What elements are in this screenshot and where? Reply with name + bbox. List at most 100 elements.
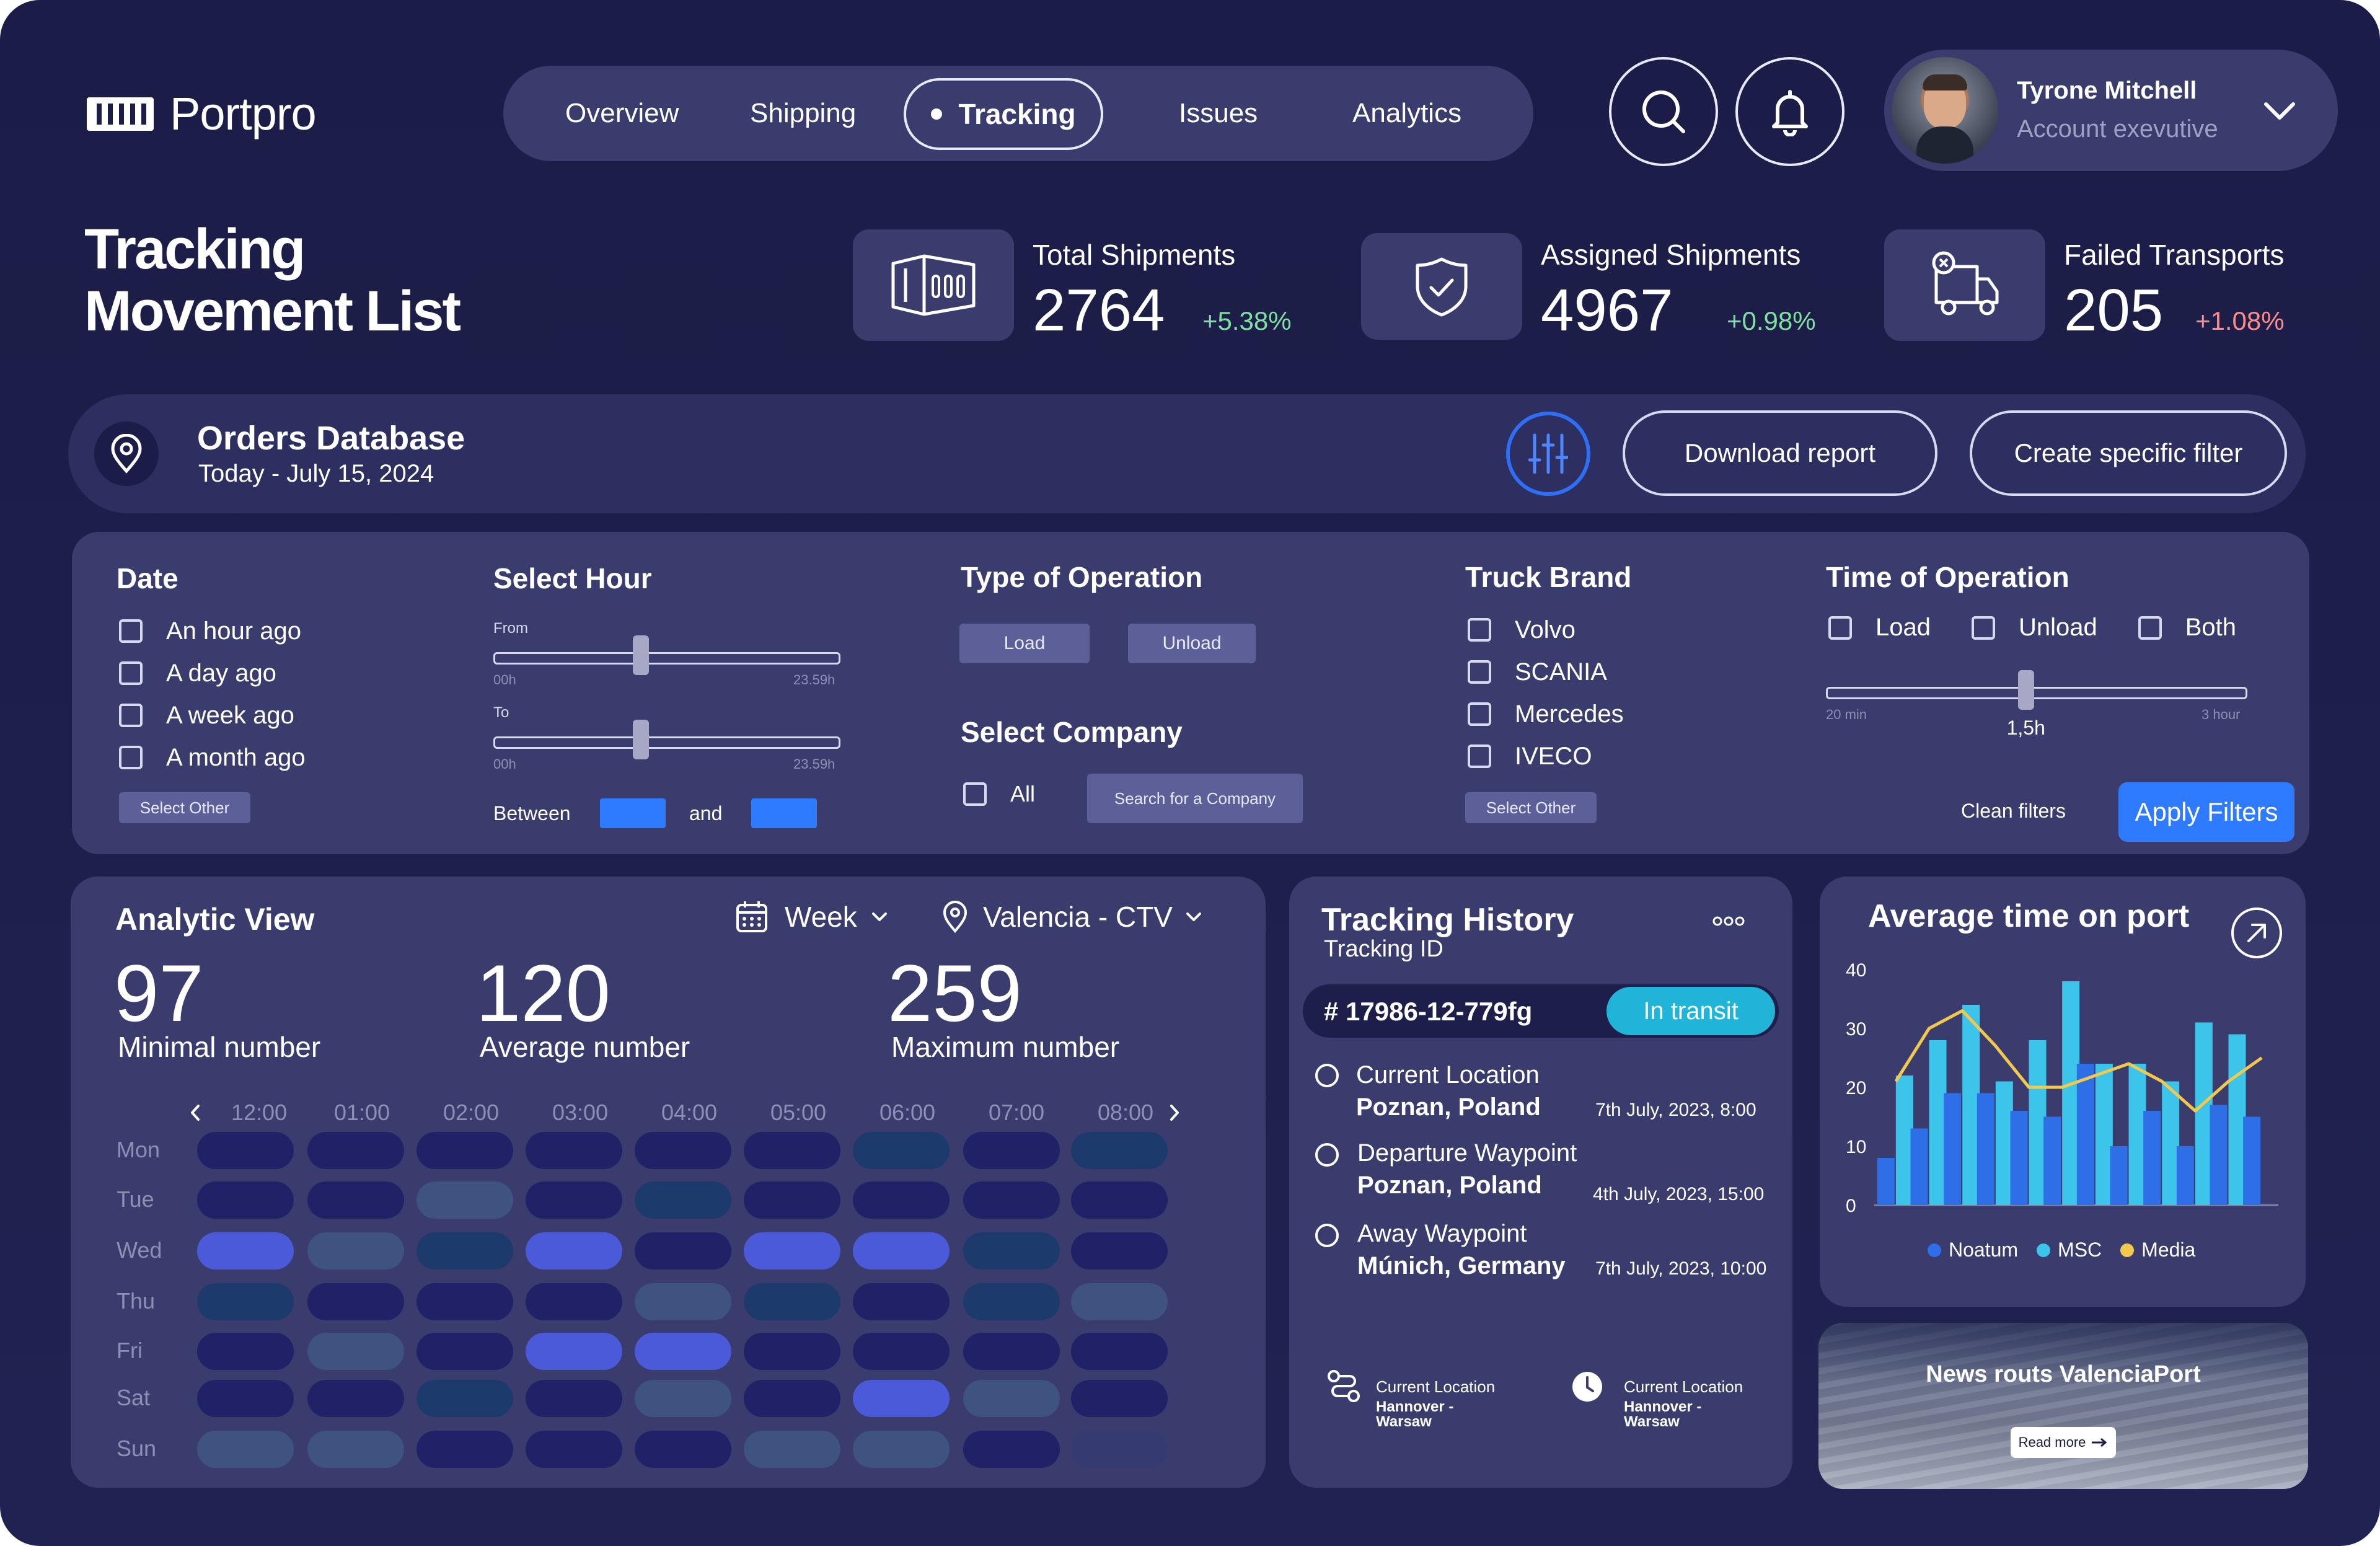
heatmap-cell[interactable] — [526, 1333, 622, 1370]
chevron-down-icon[interactable] — [2262, 100, 2297, 121]
heatmap-cell[interactable] — [416, 1132, 513, 1169]
search-button[interactable] — [1609, 57, 1718, 166]
heatmap-cell[interactable] — [197, 1132, 294, 1169]
bar-noatum[interactable] — [2243, 1116, 2261, 1206]
heatmap-cell[interactable] — [526, 1132, 622, 1169]
tab-issues[interactable]: Issues — [1179, 98, 1258, 128]
heatmap-cell[interactable] — [963, 1232, 1060, 1270]
heatmap-cell[interactable] — [853, 1380, 950, 1417]
heatmap-cell[interactable] — [416, 1333, 513, 1370]
heatmap-cell[interactable] — [635, 1380, 731, 1417]
heatmap-cell[interactable] — [744, 1232, 840, 1270]
filter-settings-button[interactable] — [1506, 412, 1590, 496]
heatmap-cell[interactable] — [526, 1380, 622, 1417]
heatmap-cell[interactable] — [197, 1333, 294, 1370]
download-report-button[interactable]: Download report — [1623, 410, 1937, 496]
heatmap-cell[interactable] — [635, 1333, 731, 1370]
checkbox[interactable] — [963, 782, 987, 806]
checkbox[interactable] — [119, 661, 143, 685]
checkbox[interactable] — [119, 704, 143, 727]
bar-msc[interactable] — [2162, 1081, 2180, 1206]
truck-option[interactable]: Volvo — [1468, 609, 1624, 651]
bar-msc[interactable] — [1895, 1076, 1913, 1205]
checkbox[interactable] — [2138, 616, 2162, 640]
slider-thumb[interactable] — [633, 720, 650, 759]
bar-msc[interactable] — [2062, 981, 2080, 1205]
bar-msc[interactable] — [2095, 1064, 2113, 1205]
checkbox[interactable] — [1468, 744, 1491, 768]
heatmap-cell[interactable] — [1071, 1132, 1168, 1169]
heatmap-cell[interactable] — [744, 1380, 840, 1417]
checkbox[interactable] — [1468, 702, 1491, 726]
create-filter-button[interactable]: Create specific filter — [1970, 410, 2287, 496]
tab-shipping[interactable]: Shipping — [750, 98, 857, 128]
heatmap-cell[interactable] — [853, 1333, 950, 1370]
heatmap-cell[interactable] — [1071, 1431, 1168, 1468]
bar-msc[interactable] — [2228, 1034, 2246, 1206]
hour-from-slider[interactable] — [493, 635, 840, 675]
heatmap-cell[interactable] — [526, 1283, 622, 1320]
heatmap-cell[interactable] — [307, 1380, 404, 1417]
heatmap-cell[interactable] — [853, 1232, 950, 1270]
bar-msc[interactable] — [1929, 1040, 1947, 1205]
chevron-right-icon[interactable] — [1168, 1102, 1181, 1123]
heatmap-cell[interactable] — [307, 1232, 404, 1270]
news-card[interactable]: News routs ValenciaPort Read more — [1818, 1323, 2308, 1489]
date-option[interactable]: A month ago — [119, 736, 306, 779]
bar-msc[interactable] — [2128, 1064, 2146, 1205]
chevron-left-icon[interactable] — [188, 1102, 202, 1123]
truck-select-other-button[interactable]: Select Other — [1465, 792, 1597, 823]
heatmap-cell[interactable] — [416, 1182, 513, 1219]
heatmap-cell[interactable] — [1071, 1232, 1168, 1270]
truck-option[interactable]: Mercedes — [1468, 693, 1624, 735]
heatmap-cell[interactable] — [1071, 1333, 1168, 1370]
expand-chart-button[interactable] — [2231, 908, 2282, 958]
truck-option[interactable]: IVECO — [1468, 735, 1624, 777]
heatmap-cell[interactable] — [197, 1182, 294, 1219]
date-select-other-button[interactable]: Select Other — [119, 792, 250, 823]
heatmap-cell[interactable] — [963, 1283, 1060, 1320]
heatmap-cell[interactable] — [307, 1333, 404, 1370]
heatmap-cell[interactable] — [416, 1232, 513, 1270]
heatmap-cell[interactable] — [744, 1333, 840, 1370]
bar-noatum[interactable] — [1877, 1158, 1895, 1205]
brand-logo[interactable]: Portpro — [84, 88, 317, 139]
heatmap-cell[interactable] — [1071, 1283, 1168, 1320]
heatmap-cell[interactable] — [307, 1182, 404, 1219]
checkbox[interactable] — [1971, 616, 1995, 640]
tab-analytics[interactable]: Analytics — [1352, 98, 1462, 128]
bar-noatum[interactable] — [1910, 1128, 1928, 1206]
time-slider[interactable] — [1826, 670, 2247, 710]
company-search-input[interactable]: Search for a Company — [1087, 774, 1303, 823]
date-option[interactable]: A day ago — [119, 652, 306, 694]
heatmap-cell[interactable] — [526, 1182, 622, 1219]
heatmap-cell[interactable] — [416, 1431, 513, 1468]
checkbox[interactable] — [1468, 618, 1491, 642]
date-option[interactable]: An hour ago — [119, 610, 306, 652]
heatmap-cell[interactable] — [526, 1431, 622, 1468]
between-start-input[interactable] — [600, 798, 666, 828]
bar-noatum[interactable] — [2043, 1116, 2061, 1206]
heatmap-cell[interactable] — [744, 1182, 840, 1219]
location-dropdown[interactable]: Valencia - CTV — [942, 900, 1202, 934]
bar-noatum[interactable] — [2176, 1146, 2194, 1205]
heatmap-cell[interactable] — [853, 1283, 950, 1320]
heatmap-cell[interactable] — [963, 1182, 1060, 1219]
bar-noatum[interactable] — [1977, 1093, 1994, 1206]
tab-overview[interactable]: Overview — [565, 98, 679, 128]
heatmap-cell[interactable] — [1071, 1182, 1168, 1219]
notifications-button[interactable] — [1735, 57, 1844, 166]
bar-msc[interactable] — [2029, 1040, 2047, 1205]
heatmap-cell[interactable] — [416, 1283, 513, 1320]
heatmap-cell[interactable] — [197, 1232, 294, 1270]
bar-noatum[interactable] — [2210, 1105, 2228, 1206]
heatmap-cell[interactable] — [526, 1232, 622, 1270]
read-more-button[interactable]: Read more — [2011, 1427, 2116, 1458]
heatmap-cell[interactable] — [744, 1132, 840, 1169]
heatmap-cell[interactable] — [963, 1333, 1060, 1370]
heatmap-cell[interactable] — [197, 1431, 294, 1468]
heatmap-cell[interactable] — [853, 1431, 950, 1468]
heatmap-cell[interactable] — [744, 1431, 840, 1468]
heatmap-cell[interactable] — [963, 1431, 1060, 1468]
between-end-input[interactable] — [751, 798, 817, 828]
